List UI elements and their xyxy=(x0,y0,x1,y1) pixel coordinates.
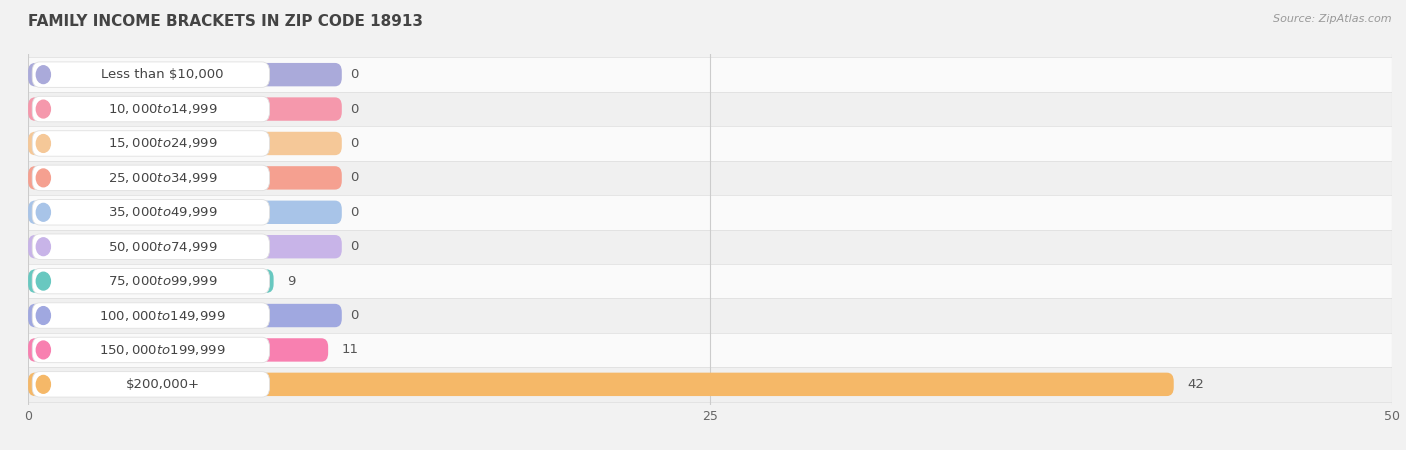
Circle shape xyxy=(37,272,51,290)
Text: 0: 0 xyxy=(350,137,359,150)
FancyBboxPatch shape xyxy=(28,97,342,121)
FancyBboxPatch shape xyxy=(28,298,1392,333)
FancyBboxPatch shape xyxy=(32,165,270,191)
Text: 0: 0 xyxy=(350,309,359,322)
Text: $50,000 to $74,999: $50,000 to $74,999 xyxy=(108,240,218,254)
Text: $200,000+: $200,000+ xyxy=(125,378,200,391)
Circle shape xyxy=(37,375,51,393)
FancyBboxPatch shape xyxy=(28,235,342,258)
Text: FAMILY INCOME BRACKETS IN ZIP CODE 18913: FAMILY INCOME BRACKETS IN ZIP CODE 18913 xyxy=(28,14,423,28)
Text: 0: 0 xyxy=(350,240,359,253)
Circle shape xyxy=(37,203,51,221)
FancyBboxPatch shape xyxy=(28,201,342,224)
Text: $75,000 to $99,999: $75,000 to $99,999 xyxy=(108,274,218,288)
FancyBboxPatch shape xyxy=(28,373,1174,396)
Circle shape xyxy=(37,100,51,118)
FancyBboxPatch shape xyxy=(28,304,342,327)
FancyBboxPatch shape xyxy=(32,199,270,225)
FancyBboxPatch shape xyxy=(32,234,270,260)
FancyBboxPatch shape xyxy=(28,63,342,86)
FancyBboxPatch shape xyxy=(32,303,270,328)
Circle shape xyxy=(37,66,51,84)
Text: 9: 9 xyxy=(287,274,295,288)
FancyBboxPatch shape xyxy=(28,367,1392,401)
FancyBboxPatch shape xyxy=(32,62,270,87)
FancyBboxPatch shape xyxy=(32,131,270,156)
FancyBboxPatch shape xyxy=(28,132,342,155)
Text: Less than $10,000: Less than $10,000 xyxy=(101,68,224,81)
Text: $10,000 to $14,999: $10,000 to $14,999 xyxy=(108,102,218,116)
Text: 42: 42 xyxy=(1187,378,1205,391)
Text: 0: 0 xyxy=(350,171,359,184)
Circle shape xyxy=(37,238,51,256)
FancyBboxPatch shape xyxy=(28,230,1392,264)
FancyBboxPatch shape xyxy=(32,372,270,397)
Circle shape xyxy=(37,169,51,187)
FancyBboxPatch shape xyxy=(32,96,270,122)
Text: 0: 0 xyxy=(350,206,359,219)
FancyBboxPatch shape xyxy=(28,58,1392,92)
FancyBboxPatch shape xyxy=(32,337,270,363)
FancyBboxPatch shape xyxy=(28,264,1392,298)
Text: Source: ZipAtlas.com: Source: ZipAtlas.com xyxy=(1274,14,1392,23)
FancyBboxPatch shape xyxy=(32,268,270,294)
FancyBboxPatch shape xyxy=(28,161,1392,195)
FancyBboxPatch shape xyxy=(28,195,1392,230)
FancyBboxPatch shape xyxy=(28,338,328,362)
Circle shape xyxy=(37,306,51,324)
FancyBboxPatch shape xyxy=(28,126,1392,161)
FancyBboxPatch shape xyxy=(28,166,342,189)
Circle shape xyxy=(37,341,51,359)
Text: $15,000 to $24,999: $15,000 to $24,999 xyxy=(108,136,218,150)
Text: 0: 0 xyxy=(350,103,359,116)
Circle shape xyxy=(37,135,51,153)
Text: $35,000 to $49,999: $35,000 to $49,999 xyxy=(108,205,218,219)
Text: $100,000 to $149,999: $100,000 to $149,999 xyxy=(100,309,226,323)
FancyBboxPatch shape xyxy=(28,270,274,293)
Text: $25,000 to $34,999: $25,000 to $34,999 xyxy=(108,171,218,185)
Text: 0: 0 xyxy=(350,68,359,81)
Text: 11: 11 xyxy=(342,343,359,356)
Text: $150,000 to $199,999: $150,000 to $199,999 xyxy=(100,343,226,357)
FancyBboxPatch shape xyxy=(28,92,1392,126)
FancyBboxPatch shape xyxy=(28,333,1392,367)
